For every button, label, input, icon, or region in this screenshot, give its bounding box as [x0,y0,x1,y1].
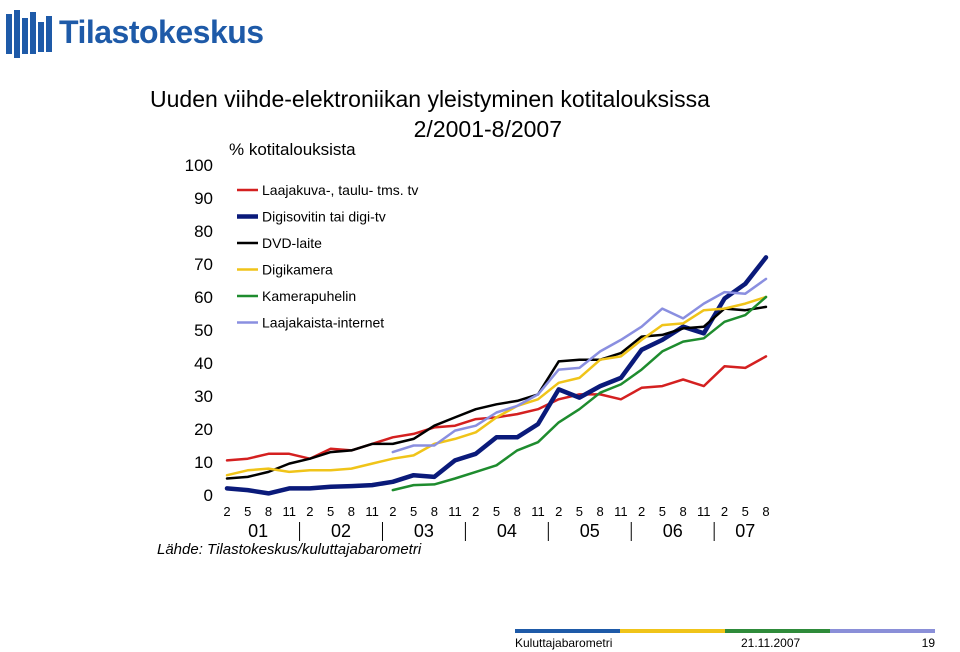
series-line [225,305,768,480]
y-tick-label: 60 [194,288,213,307]
x-tick-label: 5 [493,504,500,519]
logo-text: Tilastokeskus [59,14,264,50]
y-tick-label: 10 [194,453,213,472]
series-line [225,295,768,477]
series-line [225,355,768,462]
y-tick-label: 0 [204,486,213,505]
footer-date: 21.11.2007 [741,636,801,650]
footer-color-bar [515,629,935,633]
series-line [391,277,768,454]
x-tick-label: 8 [431,504,438,519]
x-tick-label: 11 [365,504,379,519]
footer-label: Kuluttajabarometri [515,636,613,650]
x-tick-label: 8 [514,504,521,519]
series-line [391,295,768,492]
legend-label: Kamerapuhelin [262,288,356,304]
y-tick-label: 50 [194,321,213,340]
x-year-label: 06 [663,521,683,541]
chart-title-line2: 2/2001-8/2007 [413,116,562,142]
x-tick-label: 5 [410,504,417,519]
x-tick-label: 2 [472,504,479,519]
x-tick-label: 8 [265,504,272,519]
footer-color-segment [725,629,830,633]
y-tick-label: 90 [194,189,213,208]
legend-label: Laajakaista-internet [262,315,384,331]
x-tick-label: 8 [679,504,686,519]
x-tick-label: 2 [555,504,562,519]
legend-label: Laajakuva-, taulu- tms. tv [262,182,418,198]
footer-color-segment [515,629,620,633]
x-tick-label: 8 [348,504,355,519]
x-tick-label: 5 [576,504,583,519]
x-tick-label: 2 [389,504,396,519]
x-tick-label: 2 [306,504,313,519]
x-year-label: 05 [580,521,600,541]
x-year-label: 03 [414,521,434,541]
x-year-label: 07 [735,521,755,541]
footer-color-segment [620,629,725,633]
x-year-label: 02 [331,521,351,541]
x-tick-label: 2 [721,504,728,519]
x-tick-label: 5 [659,504,666,519]
source-note: Lähde: Tilastokeskus/kuluttajabarometri [157,541,422,558]
x-tick-label: 5 [327,504,334,519]
x-tick-label: 11 [697,504,711,519]
y-tick-label: 40 [194,354,213,373]
legend-label: Digikamera [262,262,333,278]
x-tick-label: 2 [638,504,645,519]
footer-page-number: 19 [921,636,935,650]
x-year-label: 01 [248,521,268,541]
y-axis-unit: % kotitalouksista [229,140,356,159]
y-tick-label: 30 [194,387,213,406]
y-tick-label: 100 [185,156,213,175]
legend-label: Digisovitin tai digi-tv [262,209,386,225]
x-tick-label: 8 [762,504,769,519]
x-tick-label: 8 [597,504,604,519]
x-tick-label: 11 [531,504,545,519]
y-tick-label: 80 [194,222,213,241]
footer-color-segment [830,629,935,633]
legend-label: DVD-laite [262,235,322,251]
x-tick-label: 2 [223,504,230,519]
x-year-label: 04 [497,521,517,541]
x-tick-label: 11 [448,504,462,519]
x-tick-label: 5 [244,504,251,519]
x-tick-label: 11 [282,504,296,519]
x-tick-label: 5 [742,504,749,519]
tilastokeskus-logo: Tilastokeskus [4,6,264,62]
logo-mark-icon [6,10,52,58]
y-tick-label: 20 [194,420,213,439]
x-tick-label: 11 [614,504,628,519]
y-tick-label: 70 [194,255,213,274]
